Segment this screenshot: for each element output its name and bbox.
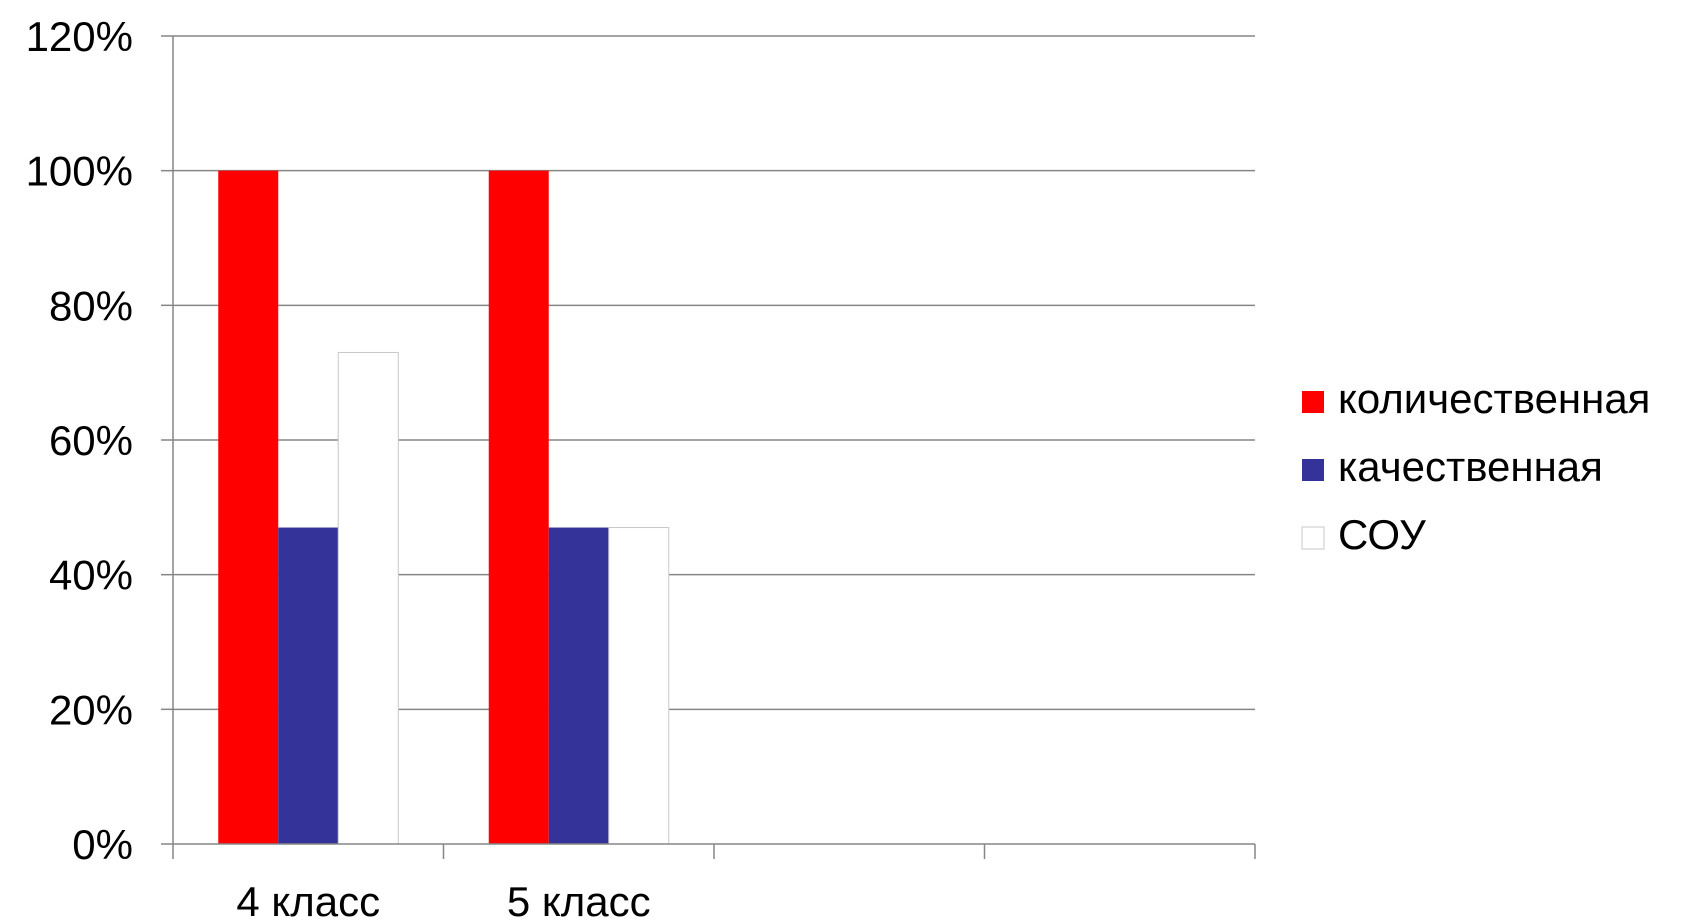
x-tick-labels: 4 класс 5 класс: [236, 878, 650, 922]
legend-label: количественная: [1338, 375, 1650, 422]
y-tick-label: 0%: [72, 821, 133, 868]
bar: [218, 170, 279, 844]
legend-swatch: [1302, 391, 1324, 413]
bar: [488, 170, 549, 844]
bar: [278, 527, 339, 844]
y-tick-labels: 0% 20% 40% 60% 80% 100% 120%: [26, 13, 133, 868]
y-tick-label: 60%: [49, 417, 133, 464]
legend: количественная качественная СОУ: [1301, 375, 1650, 558]
x-tick-label: 5 класс: [507, 878, 651, 922]
legend-label: качественная: [1338, 443, 1603, 490]
y-tick-label: 120%: [26, 13, 133, 60]
bars: [218, 170, 670, 845]
legend-swatch: [1301, 526, 1325, 550]
bar: [337, 351, 399, 845]
bar: [548, 527, 609, 844]
y-tick-label: 40%: [49, 552, 133, 599]
axes: [161, 35, 1256, 859]
y-tick-label: 80%: [49, 282, 133, 329]
y-tick-label: 20%: [49, 686, 133, 733]
legend-swatch: [1302, 459, 1324, 481]
y-tick-label: 100%: [26, 148, 133, 195]
legend-label: СОУ: [1338, 511, 1426, 558]
x-tick-label: 4 класс: [236, 878, 380, 922]
bar: [608, 527, 670, 845]
